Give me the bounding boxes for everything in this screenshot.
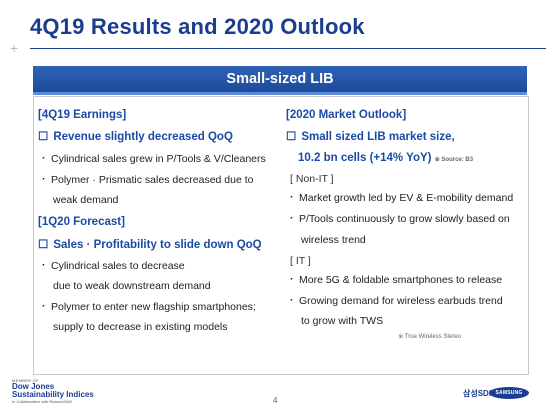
earnings-bullet-2: Polymer · Prismatic sales decreased due … <box>42 173 278 207</box>
bullet-text: Cylindrical sales to decrease <box>51 259 185 272</box>
section-banner: Small-sized LIB <box>33 66 527 95</box>
earnings-summary-text: Revenue slightly decreased QoQ <box>53 131 233 144</box>
checkbox-icon: ☐ <box>286 131 297 144</box>
bullet-text: More 5G & foldable smartphones to releas… <box>299 273 503 286</box>
dow-jones-logo: MEMBER OF Dow Jones Sustainability Indic… <box>12 378 122 404</box>
outlook-summary-line1: Small sized LIB market size, <box>301 131 455 144</box>
earnings-bullet-1: Cylindrical sales grew in P/Tools & V/Cl… <box>42 152 278 166</box>
earnings-summary: ☐ Revenue slightly decreased QoQ <box>38 130 278 144</box>
it-bullet-2: Growing demand for wireless earbuds tren… <box>290 294 521 328</box>
bullet-text-cont: to grow with TWS <box>301 315 384 327</box>
non-it-bullet-2: P/Tools continuously to grow slowly base… <box>290 212 521 246</box>
bullet-text-cont: wireless trend <box>301 233 366 246</box>
samsung-sdi-logo: 삼성SDI <box>463 389 492 398</box>
forecast-header: [1Q20 Forecast] <box>38 216 125 229</box>
bullet-text: Growing demand for wireless earbuds tren… <box>299 294 503 307</box>
bullet-text: P/Tools continuously to grow slowly base… <box>299 213 510 226</box>
source-note: ※ Source: B3 <box>434 156 474 163</box>
samsung-logo: SAMSUNG <box>489 387 529 399</box>
forecast-bullet-2: Polymer to enter new flagship smartphone… <box>42 300 278 334</box>
non-it-bullet-1: Market growth led by EV & E-mobility dem… <box>290 191 521 205</box>
forecast-bullet-1: Cylindrical sales to decrease due to wea… <box>42 259 278 293</box>
it-bullet-1: More 5G & foldable smartphones to releas… <box>290 273 521 287</box>
bullet-text-cont: supply to decrease in existing models <box>53 321 228 334</box>
bullet-text: Polymer · Prismatic sales decreased due … <box>51 173 254 186</box>
bullet-text-cont: weak demand <box>53 194 119 206</box>
bullet-text: Polymer to enter new flagship smartphone… <box>51 301 256 314</box>
non-it-label: [ Non-IT ] <box>290 173 334 186</box>
plus-icon: + <box>10 40 19 56</box>
bullet-text: Cylindrical sales grew in P/Tools & V/Cl… <box>51 152 266 165</box>
bullet-text-cont: due to weak downstream demand <box>53 280 211 292</box>
earnings-header: [4Q19 Earnings] <box>38 109 127 121</box>
page-number: 4 <box>273 396 278 405</box>
checkbox-icon: ☐ <box>38 131 49 144</box>
outlook-header: [2020 Market Outlook] <box>286 109 407 121</box>
checkbox-icon: ☐ <box>38 238 49 251</box>
bullet-text: Market growth led by EV & E-mobility dem… <box>299 192 514 205</box>
left-column: [4Q19 Earnings] ☐ Revenue slightly decrea… <box>38 100 278 342</box>
outlook-summary-line2: 10.2 bn cells (+14% YoY) <box>298 151 432 164</box>
outlook-summary: ☐ Small sized LIB market size, 10.2 bn ce… <box>286 130 521 165</box>
title-divider <box>30 48 546 49</box>
forecast-summary: ☐ Sales · Profitability to slide down QoQ <box>38 238 278 252</box>
dj-member-of: MEMBER OF <box>12 378 39 383</box>
page-title: 4Q19 Results and 2020 Outlook <box>30 14 365 39</box>
dj-index: Sustainability Indices <box>12 390 94 399</box>
it-label: [ IT ] <box>290 254 311 267</box>
right-column: [2020 Market Outlook] ☐ Small sized LIB m… <box>286 100 521 342</box>
banner-title: Small-sized LIB <box>226 71 334 87</box>
dj-collab: In Collaboration with RobecoSAM <box>12 399 72 404</box>
forecast-summary-text: Sales · Profitability to slide down QoQ <box>53 238 262 251</box>
tws-note: ※ True Wireless Stereo <box>398 334 461 341</box>
dj-name: Dow Jones <box>12 382 55 391</box>
